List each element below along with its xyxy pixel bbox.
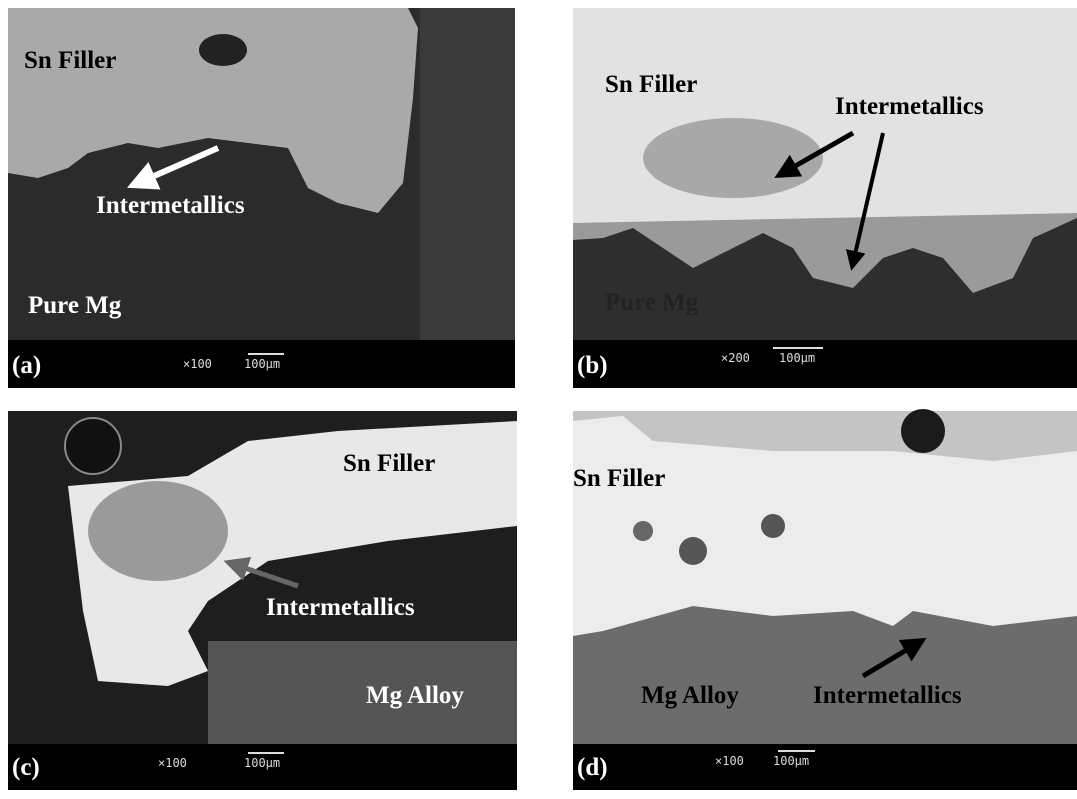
label: Sn Filler bbox=[573, 465, 665, 492]
label: Sn Filler bbox=[343, 450, 435, 477]
label: Intermetallics bbox=[835, 93, 984, 120]
panel-a: Sn Filler Intermetallics Pure Mg (a) ×10… bbox=[8, 8, 515, 388]
label: Intermetallics bbox=[266, 594, 415, 621]
label: Intermetallics bbox=[813, 682, 962, 709]
info-bar bbox=[573, 744, 1077, 790]
magnification: ×100 bbox=[183, 357, 212, 371]
label: Sn Filler bbox=[24, 47, 116, 74]
magnification: ×100 bbox=[158, 756, 187, 770]
intermetallic-zone bbox=[88, 481, 228, 581]
scale-text: 100µm bbox=[779, 351, 815, 365]
magnification: ×100 bbox=[715, 754, 744, 768]
figure: Sn Filler Intermetallics Pure Mg (a) ×10… bbox=[0, 0, 1077, 794]
filler-region bbox=[573, 8, 1077, 223]
panel-d: Sn Filler Mg Alloy Intermetallics (d) ×1… bbox=[573, 409, 1077, 790]
label: Pure Mg bbox=[28, 292, 122, 319]
panel-id: (b) bbox=[577, 352, 608, 379]
panel-id: (d) bbox=[577, 754, 608, 781]
scale-text: 100µm bbox=[244, 756, 280, 770]
panel-c: Sn Filler Intermetallics Mg Alloy (c) ×1… bbox=[8, 411, 517, 790]
label: Intermetallics bbox=[96, 192, 245, 219]
pore bbox=[761, 514, 785, 538]
panel-id: (a) bbox=[12, 352, 41, 379]
pore bbox=[633, 521, 653, 541]
pore bbox=[199, 34, 247, 66]
pore bbox=[901, 409, 945, 453]
panel-b: Sn Filler Intermetallics Pure Mg (b) ×20… bbox=[573, 8, 1077, 388]
pore bbox=[65, 418, 121, 474]
panel-id: (c) bbox=[12, 754, 40, 781]
label: Mg Alloy bbox=[366, 682, 464, 709]
info-bar bbox=[573, 340, 1077, 388]
scale-text: 100µm bbox=[773, 754, 809, 768]
label: Pure Mg bbox=[605, 289, 699, 316]
pore bbox=[679, 537, 707, 565]
magnification: ×200 bbox=[721, 351, 750, 365]
label: Sn Filler bbox=[605, 71, 697, 98]
alloy-region bbox=[208, 641, 517, 744]
scale-text: 100µm bbox=[244, 357, 280, 371]
intermetallic-zone bbox=[643, 118, 823, 198]
label: Mg Alloy bbox=[641, 682, 739, 709]
edge bbox=[420, 8, 515, 340]
